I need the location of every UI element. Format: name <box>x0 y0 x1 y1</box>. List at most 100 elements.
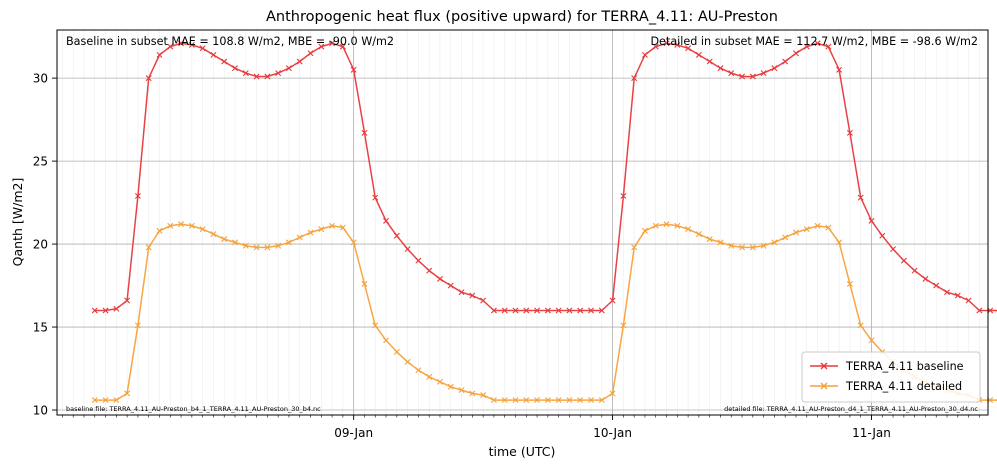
data-point-baseline <box>350 66 357 73</box>
data-point-baseline <box>285 65 292 72</box>
data-point-detailed <box>339 224 346 231</box>
data-point-detailed <box>523 397 530 404</box>
data-point-baseline <box>145 75 152 82</box>
y-axis-ticks: 10 15 20 25 30 <box>33 72 57 418</box>
data-point-baseline <box>436 275 443 282</box>
y-tick-label: 25 <box>33 155 48 169</box>
data-point-baseline <box>577 307 584 314</box>
data-point-baseline <box>480 297 487 304</box>
data-point-detailed <box>102 397 109 404</box>
data-point-detailed <box>857 322 864 329</box>
data-point-detailed <box>113 397 120 404</box>
data-point-baseline <box>372 194 379 201</box>
x-tick-label: 10-Jan <box>593 426 632 440</box>
data-point-detailed <box>178 221 185 228</box>
data-point-baseline <box>264 73 271 80</box>
data-point-detailed <box>350 239 357 246</box>
data-point-detailed <box>275 242 282 249</box>
data-point-detailed <box>167 222 174 229</box>
data-point-baseline <box>534 307 541 314</box>
data-point-detailed <box>814 222 821 229</box>
data-point-detailed <box>372 322 379 329</box>
data-point-detailed <box>534 397 541 404</box>
plot-frame <box>56 29 989 416</box>
data-point-detailed <box>685 226 692 233</box>
data-point-baseline <box>221 58 228 65</box>
data-point-detailed <box>145 244 152 251</box>
data-point-detailed <box>588 397 594 404</box>
data-point-baseline <box>609 297 616 304</box>
data-point-baseline <box>469 292 476 299</box>
data-point-baseline <box>890 246 897 253</box>
data-point-baseline <box>749 73 756 80</box>
data-point-baseline <box>674 41 681 48</box>
data-point-detailed <box>782 234 789 241</box>
data-point-detailed <box>846 280 853 287</box>
data-point-baseline <box>188 41 195 48</box>
detailed-stats-annotation: Detailed in subset MAE = 112.7 W/m2, MBE… <box>650 35 978 48</box>
data-point-detailed <box>285 239 292 246</box>
data-point-detailed <box>555 397 562 404</box>
data-point-detailed <box>91 397 98 404</box>
data-point-detailed <box>728 242 735 249</box>
legend-entry-baseline: TERRA_4.11 baseline <box>810 360 964 373</box>
data-point-detailed <box>393 348 400 355</box>
data-point-baseline <box>415 257 422 264</box>
data-point-baseline <box>253 73 260 80</box>
data-point-baseline <box>706 58 713 65</box>
data-point-baseline <box>232 65 238 72</box>
data-point-baseline <box>631 75 638 82</box>
data-point-baseline <box>641 51 648 58</box>
data-point-detailed <box>199 226 206 233</box>
y-tick-label: 20 <box>33 238 48 252</box>
data-point-detailed <box>232 239 238 246</box>
series-line-baseline <box>94 42 997 312</box>
data-point-detailed <box>458 387 465 394</box>
data-point-baseline <box>933 282 940 289</box>
data-point-baseline <box>739 73 746 80</box>
y-tick-label: 10 <box>33 404 48 418</box>
data-point-detailed <box>695 231 702 238</box>
data-point-baseline <box>846 129 853 136</box>
data-point-baseline <box>210 51 217 58</box>
data-point-baseline <box>124 297 131 304</box>
data-point-baseline <box>792 50 799 57</box>
data-point-baseline <box>458 289 465 296</box>
data-point-detailed <box>792 229 799 236</box>
data-point-detailed <box>501 397 508 404</box>
data-point-detailed <box>210 231 217 238</box>
data-point-baseline <box>588 307 594 314</box>
x-tick-label: 09-Jan <box>334 426 373 440</box>
data-point-detailed <box>415 367 422 374</box>
data-point-baseline <box>361 129 368 136</box>
data-point-baseline <box>404 246 411 253</box>
data-point-baseline <box>296 58 303 65</box>
x-axis-ticks: 09-Jan 10-Jan 11-Jan <box>62 415 980 440</box>
data-point-baseline <box>490 307 497 314</box>
data-point-detailed <box>760 242 767 249</box>
data-point-baseline <box>318 43 325 50</box>
data-point-baseline <box>803 43 810 50</box>
data-point-detailed <box>253 244 260 251</box>
data-point-baseline <box>868 217 875 224</box>
data-point-baseline <box>857 194 864 201</box>
data-point-detailed <box>674 222 681 229</box>
data-point-baseline <box>275 70 282 77</box>
data-point-detailed <box>631 244 638 251</box>
data-point-baseline <box>167 43 174 50</box>
data-point-baseline <box>900 257 907 264</box>
data-point-detailed <box>868 337 875 344</box>
data-point-baseline <box>954 292 961 299</box>
data-point-detailed <box>749 244 756 251</box>
data-point-detailed <box>188 222 195 229</box>
data-point-baseline <box>944 289 950 296</box>
data-point-baseline <box>825 43 832 50</box>
legend: TERRA_4.11 baseline TERRA_4.11 detailed <box>801 351 981 403</box>
data-point-baseline <box>598 307 605 314</box>
data-point-baseline <box>134 192 141 199</box>
data-point-detailed <box>296 234 303 241</box>
y-tick-label: 15 <box>33 321 48 335</box>
data-point-baseline <box>178 40 185 47</box>
data-point-baseline <box>339 43 346 50</box>
